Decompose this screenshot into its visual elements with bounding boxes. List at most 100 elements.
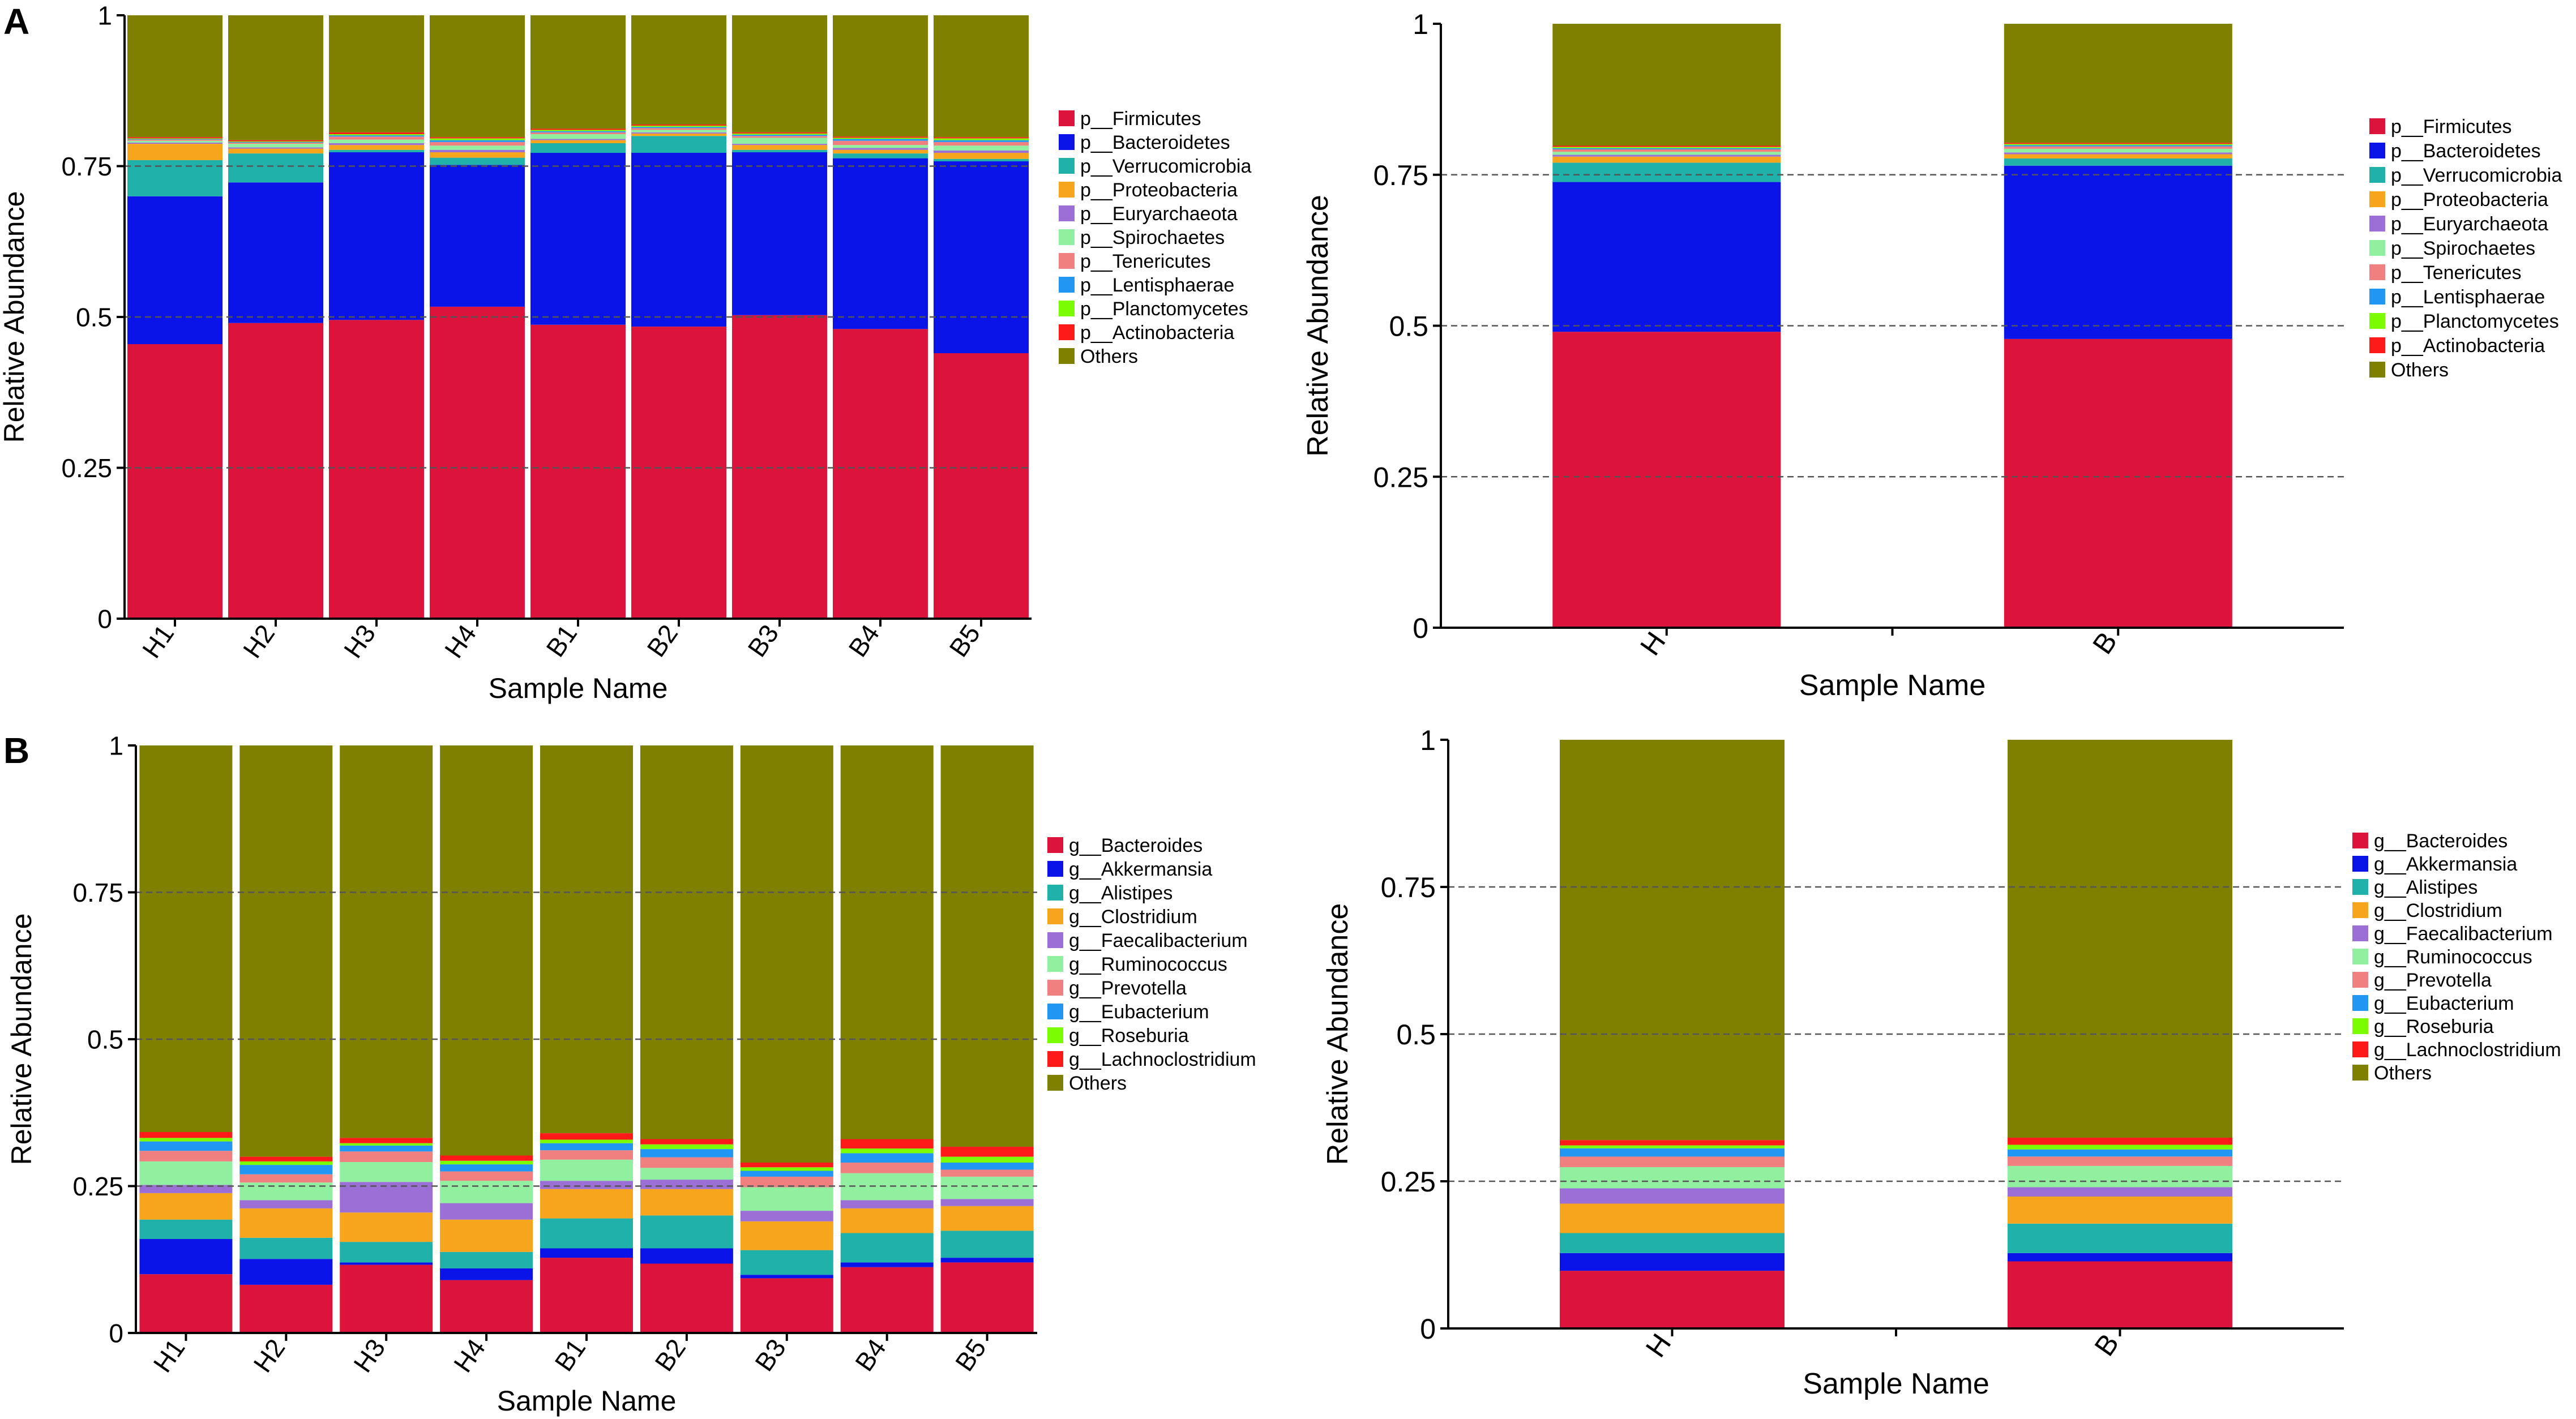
legend-swatch-g-faecalibacterium: [1047, 932, 1063, 948]
bar-segment-h2-p-euryarchaeota: [228, 147, 323, 149]
bar-segment-b-g-clostridium: [2008, 1197, 2232, 1224]
y-tick-label: 1: [1420, 724, 1436, 756]
bar-segment-h4-p-verrucomicrobia: [430, 157, 525, 165]
bar-segment-h-p-verrucomicrobia: [1552, 162, 1781, 182]
bar-segment-h-p-bacteroidetes: [1552, 182, 1781, 332]
bar-segment-h-g-lachnoclostridium: [1560, 1140, 1785, 1146]
bar-segment-b5-p-bacteroidetes: [934, 161, 1029, 353]
legend-label-g-faecalibacterium: g__Faecalibacterium: [1069, 930, 1248, 951]
bar-segment-h2-g-prevotella: [239, 1174, 333, 1183]
legend-swatch-g-eubacterium: [1047, 1004, 1063, 1019]
y-axis-title: Relative Abundance: [0, 191, 30, 443]
bar-segment-b5-p-actinobacteria: [934, 137, 1029, 139]
bar-segment-h1-p-lentisphaerae: [127, 139, 222, 140]
bar-segment-h2-g-ruminococcus: [239, 1182, 333, 1201]
bar-segment-h3-p-planctomycetes: [329, 134, 424, 136]
chart-b-samples: 0 0.25 0.5 0.75 1 H1 H2 H3 H4 B1 B2 B3 B4 B5 Sample Na…: [6, 731, 1256, 1417]
x-axis-title: Sample Name: [1799, 669, 1986, 702]
y-axis-title: Relative Abundance: [6, 914, 37, 1165]
bar-segment-b3-p-proteobacteria: [732, 145, 827, 150]
bar-segment-h-g-faecalibacterium: [1560, 1188, 1785, 1204]
bar-segment-b5-p-firmicutes: [934, 353, 1029, 619]
bar-segment-b3-p-actinobacteria: [732, 132, 827, 134]
bar-segment-h4-p-euryarchaeota: [430, 149, 525, 152]
bar-segment-b-g-lachnoclostridium: [2008, 1138, 2232, 1145]
bar-segment-b5-p-euryarchaeota: [934, 150, 1029, 153]
bar-segment-b1-g-roseburia: [540, 1139, 633, 1143]
bar-segment-h4-g-akkermansia: [440, 1268, 533, 1280]
bar-segment-h4-others: [430, 15, 525, 138]
bar-segment-h-p-proteobacteria: [1552, 156, 1781, 163]
bar-segment-b5-g-faecalibacterium: [940, 1199, 1034, 1206]
legend-swatch-others: [2352, 1065, 2368, 1081]
bar-segment-b4-p-planctomycetes: [833, 138, 928, 139]
x-tick-label-b2: B2: [641, 619, 683, 662]
bar-segment-b1-g-ruminococcus: [540, 1159, 633, 1181]
bar-segment-b5-g-bacteroides: [940, 1262, 1034, 1333]
legend-label-g-lachnoclostridium: g__Lachnoclostridium: [2374, 1039, 2561, 1061]
bar-segment-b2-p-actinobacteria: [631, 124, 726, 126]
bar-segment-b1-p-planctomycetes: [530, 130, 626, 131]
bar-segment-h4-p-proteobacteria: [430, 152, 525, 158]
bar-segment-b1-p-verrucomicrobia: [530, 143, 626, 153]
x-tick-label-h1: H1: [147, 1334, 190, 1378]
bar-segment-h1-g-clostridium: [139, 1193, 233, 1220]
legend-label-g-lachnoclostridium: g__Lachnoclostridium: [1069, 1049, 1256, 1070]
bar-segment-b-p-actinobacteria: [2004, 143, 2232, 144]
bar-segment-h3-p-verrucomicrobia: [329, 149, 424, 152]
bar-segment-h3-g-eubacterium: [340, 1145, 433, 1152]
bar-segment-h1-p-tenericutes: [127, 139, 222, 141]
x-tick-label-h2: H2: [247, 1334, 290, 1378]
bar-segment-h-p-firmicutes: [1552, 332, 1781, 628]
x-tick-label-b4: B4: [842, 619, 885, 662]
bar-segment-b2-g-roseburia: [640, 1144, 733, 1150]
bar-segment-h-g-prevotella: [1560, 1156, 1785, 1167]
legend-label-p-actinobacteria: p__Actinobacteria: [1080, 322, 1234, 344]
bar-segment-h4-p-tenericutes: [430, 142, 525, 146]
bar-segment-h4-p-spirochaetes: [430, 145, 525, 150]
bar-segment-h3-p-tenericutes: [329, 136, 424, 140]
bar-segment-b2-p-lentisphaerae: [631, 127, 726, 128]
legend-label-p-euryarchaeota: p__Euryarchaeota: [1080, 203, 1238, 225]
bar-segment-b4-g-prevotella: [840, 1163, 934, 1173]
y-tick-label: 0.75: [72, 878, 123, 907]
legend-swatch-p-spirochaetes: [1059, 229, 1075, 245]
bar-segment-h3-p-lentisphaerae: [329, 135, 424, 137]
bar-segment-b4-p-bacteroidetes: [833, 158, 928, 329]
bar-segment-b4-g-faecalibacterium: [840, 1200, 934, 1208]
bar-segment-b4-g-roseburia: [840, 1148, 934, 1154]
bar-segment-h-p-lentisphaerae: [1552, 148, 1781, 149]
bar-segment-b5-p-planctomycetes: [934, 138, 1029, 140]
bar-segment-b5-p-verrucomicrobia: [934, 158, 1029, 161]
bar-segment-b3-g-bacteroides: [740, 1278, 833, 1333]
bar-segment-b3-g-eubacterium: [740, 1171, 833, 1177]
legend-swatch-p-planctomycetes: [2369, 313, 2385, 329]
x-tick-label-b2: B2: [649, 1334, 691, 1377]
y-tick-label: 0: [109, 1319, 123, 1348]
legend-label-p-lentisphaerae: p__Lentisphaerae: [1080, 275, 1234, 296]
bar-segment-b2-g-clostridium: [640, 1189, 733, 1216]
panel-label-a: A: [3, 1, 29, 42]
bar-segment-b1-p-firmicutes: [530, 324, 626, 619]
bar-segment-b1-g-eubacterium: [540, 1143, 633, 1151]
bar-segment-h1-g-faecalibacterium: [139, 1185, 233, 1193]
legend-swatch-p-euryarchaeota: [2369, 216, 2385, 232]
y-tick-label: 1: [97, 1, 112, 31]
bar-segment-b4-g-lachnoclostridium: [840, 1139, 934, 1149]
y-axis-title: Relative Abundance: [1321, 903, 1354, 1165]
bar-segment-b5-others: [934, 15, 1029, 138]
legend-swatch-g-akkermansia: [2352, 856, 2368, 872]
bar-segment-b3-p-spirochaetes: [732, 138, 827, 144]
bar-segment-b2-p-tenericutes: [631, 128, 726, 130]
legend-label-p-spirochaetes: p__Spirochaetes: [1080, 227, 1225, 248]
bar-segment-b2-g-prevotella: [640, 1157, 733, 1168]
bar-segment-b-g-faecalibacterium: [2008, 1187, 2232, 1197]
bar-segment-b2-g-eubacterium: [640, 1149, 733, 1158]
legend-swatch-others: [2369, 362, 2385, 378]
x-axis-title: Sample Name: [1803, 1367, 1989, 1400]
x-tick-label-b1: B1: [549, 1334, 591, 1377]
legend-swatch-g-lachnoclostridium: [2352, 1041, 2368, 1057]
bar-segment-b1-g-faecalibacterium: [540, 1181, 633, 1189]
bar-segment-b4-g-akkermansia: [840, 1262, 934, 1267]
legend-label-g-roseburia: g__Roseburia: [1069, 1025, 1189, 1047]
